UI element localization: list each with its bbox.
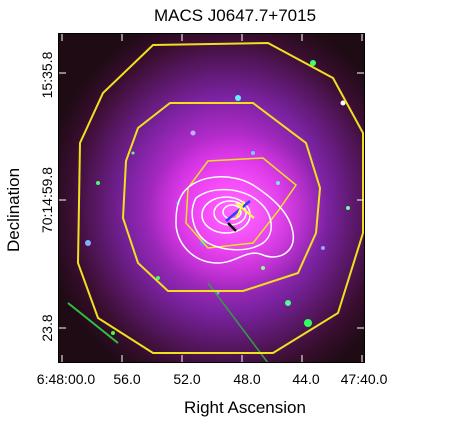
plot-frame	[58, 33, 365, 363]
x-tick-label: 44.0	[292, 371, 320, 387]
y-tick-label: 15:35.8	[39, 51, 55, 99]
x-tick-label: 48.0	[233, 371, 261, 387]
bcg-marker	[225, 200, 255, 232]
contour-inner	[185, 157, 298, 249]
contour-outer	[76, 41, 364, 354]
figure-title: MACS J0647.7+7015	[153, 6, 317, 25]
sky-image	[58, 33, 365, 363]
y-tick-label: 23.8	[39, 314, 55, 342]
y-tick-label: 70:14:59.8	[39, 166, 55, 234]
galaxy-field	[67, 60, 350, 363]
x-tick-label: 56.0	[113, 371, 141, 387]
x-axis-label: Right Ascension	[184, 398, 306, 417]
contour-middle	[121, 102, 322, 292]
y-axis-label: Declination	[4, 167, 23, 253]
x-tick-label: 47:40.0	[340, 371, 388, 387]
axis-ticks	[58, 33, 365, 363]
x-tick-label: 52.0	[173, 371, 201, 387]
x-tick-label: 6:48:00.0	[36, 371, 96, 387]
